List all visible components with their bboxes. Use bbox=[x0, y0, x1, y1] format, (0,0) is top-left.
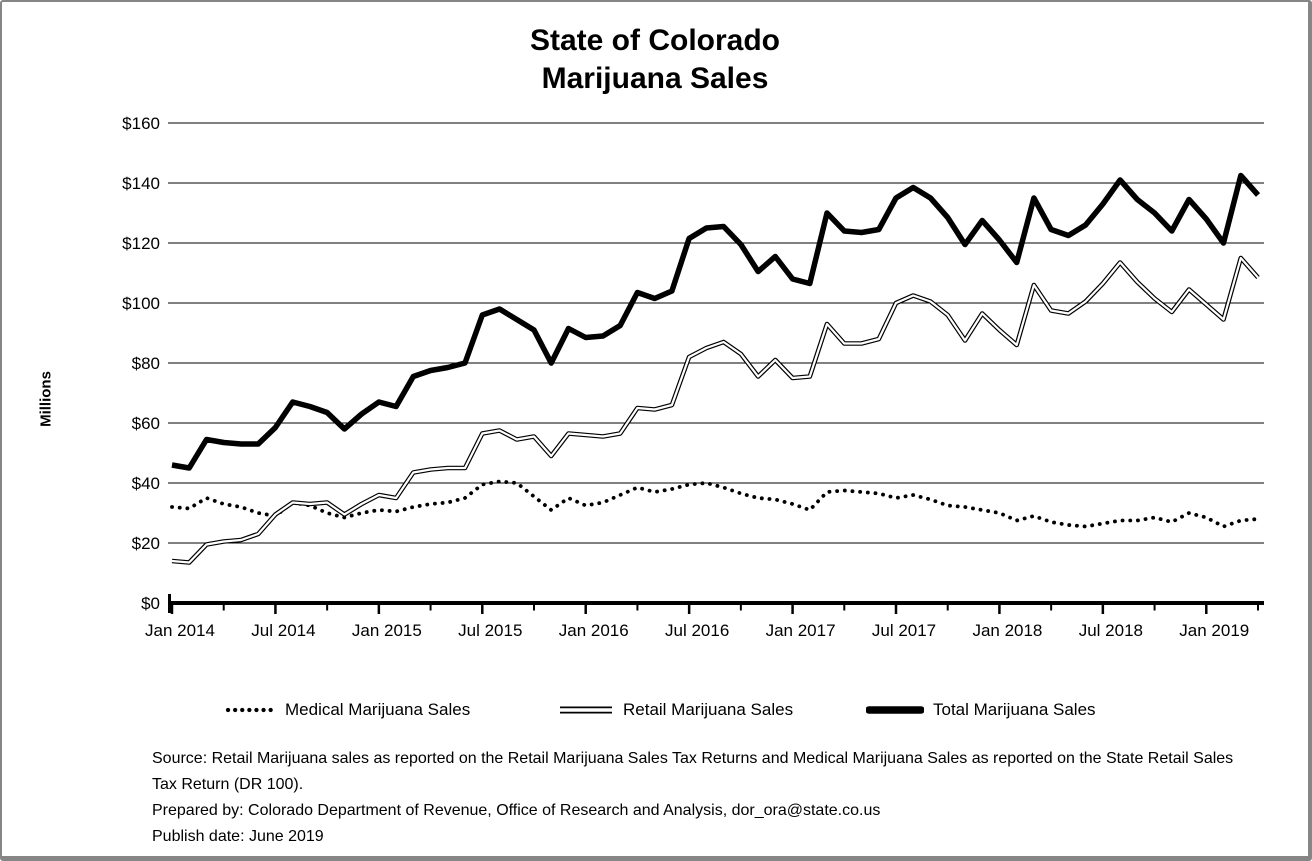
svg-text:Jul 2018: Jul 2018 bbox=[1079, 621, 1143, 640]
source-note-line1: Source: Retail Marijuana sales as report… bbox=[152, 750, 1234, 767]
svg-text:Jan 2016: Jan 2016 bbox=[559, 621, 629, 640]
svg-text:Jan 2018: Jan 2018 bbox=[972, 621, 1042, 640]
source-note-line2: Tax Return (DR 100). bbox=[152, 776, 304, 793]
gridlines bbox=[168, 122, 1264, 544]
chart-title: State of Colorado Marijuana Sales bbox=[2, 22, 1308, 98]
chart-title-line2: Marijuana Sales bbox=[541, 62, 769, 95]
legend-label-total: Total Marijuana Sales bbox=[933, 700, 1096, 719]
legend-label-retail: Retail Marijuana Sales bbox=[623, 700, 794, 719]
retail-sales-line-outer bbox=[171, 255, 1260, 565]
prepared-by-note: Prepared by: Colorado Department of Reve… bbox=[152, 802, 881, 819]
retail-sales-line-core bbox=[171, 256, 1259, 564]
thick-line-sample-icon bbox=[866, 706, 924, 714]
svg-text:$120: $120 bbox=[122, 234, 160, 253]
svg-text:$20: $20 bbox=[132, 534, 160, 553]
x-axis bbox=[168, 594, 1264, 614]
svg-text:$40: $40 bbox=[132, 474, 160, 493]
svg-text:$140: $140 bbox=[122, 174, 160, 193]
y-axis-tick-labels: $160 $140 $120 $100 $80 $60 $40 $20 $0 bbox=[122, 114, 160, 613]
svg-text:Jan 2015: Jan 2015 bbox=[352, 621, 422, 640]
sales-line-chart: $160 $140 $120 $100 $80 $60 $40 $20 $0 Jan 2014 Ju… bbox=[122, 114, 1264, 640]
total-sales-line bbox=[171, 172, 1261, 471]
svg-text:$100: $100 bbox=[122, 294, 160, 313]
x-axis-tick-labels: Jan 2014 Jul 2014 Jan 2015 Jul 2015 Jan 2016… bbox=[145, 621, 1249, 640]
footnotes: Source: Retail Marijuana sales as report… bbox=[152, 746, 1307, 850]
svg-text:Jan 2017: Jan 2017 bbox=[766, 621, 836, 640]
svg-text:Jul 2017: Jul 2017 bbox=[872, 621, 936, 640]
medical-sales-line bbox=[170, 479, 1260, 529]
legend-item-retail: Retail Marijuana Sales bbox=[558, 700, 793, 720]
legend-label-medical: Medical Marijuana Sales bbox=[285, 700, 471, 719]
dotted-line-sample-icon bbox=[225, 707, 276, 713]
svg-text:Jul 2016: Jul 2016 bbox=[665, 621, 729, 640]
legend-item-total: Total Marijuana Sales bbox=[866, 700, 1096, 720]
svg-text:Jan 2019: Jan 2019 bbox=[1179, 621, 1249, 640]
publish-date-note: Publish date: June 2019 bbox=[152, 828, 324, 845]
chart-title-line1: State of Colorado bbox=[529, 24, 780, 57]
svg-text:$160: $160 bbox=[122, 114, 160, 133]
svg-text:Jul 2015: Jul 2015 bbox=[458, 621, 522, 640]
svg-text:Jan 2014: Jan 2014 bbox=[145, 621, 215, 640]
svg-text:$60: $60 bbox=[132, 414, 160, 433]
svg-text:$80: $80 bbox=[132, 354, 160, 373]
legend-item-medical: Medical Marijuana Sales bbox=[224, 700, 470, 720]
svg-text:$0: $0 bbox=[141, 594, 160, 613]
double-line-sample-icon bbox=[560, 706, 612, 714]
svg-text:Jul 2014: Jul 2014 bbox=[251, 621, 315, 640]
